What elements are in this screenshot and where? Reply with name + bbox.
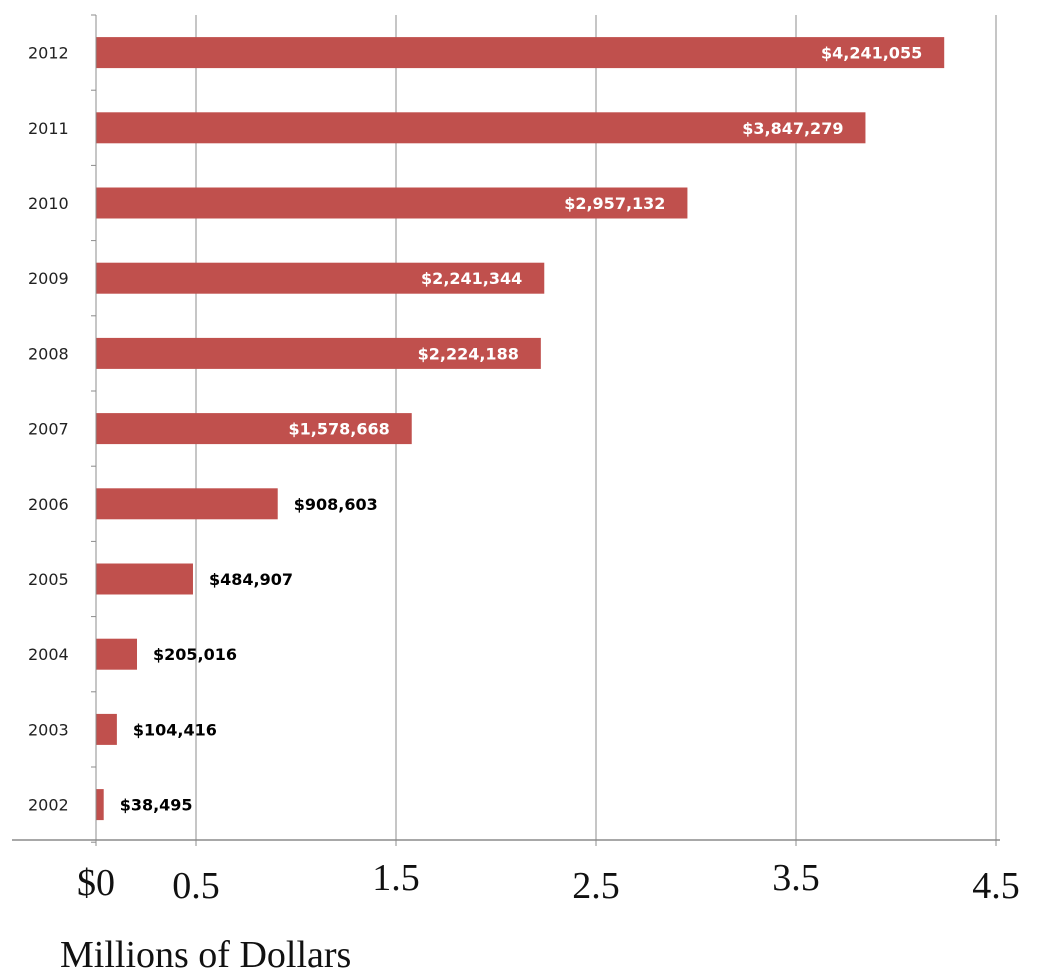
gridlines: [195, 15, 997, 840]
bar-2005: [96, 563, 193, 595]
bar-2007: [96, 413, 412, 445]
data-label-2010: $2,957,132: [564, 194, 665, 213]
category-label-2006: 2006: [28, 495, 69, 514]
data-label-2005: $484,907: [209, 570, 293, 589]
x-tick-label: 0.5: [172, 865, 220, 907]
bar-2011: [96, 112, 866, 144]
data-label-2007: $1,578,668: [289, 420, 390, 439]
x-tick-label: 4.5: [972, 865, 1020, 907]
category-label-2002: 2002: [28, 796, 69, 815]
data-label-2002: $38,495: [120, 796, 193, 815]
x-tick-label: 3.5: [772, 857, 820, 899]
category-label-2012: 2012: [28, 44, 69, 63]
category-label-2008: 2008: [28, 344, 69, 363]
bar-2010: [96, 187, 688, 219]
data-labels: $4,241,055 $3,847,279 $2,957,132 $2,241,344…: [120, 44, 923, 815]
category-label-2011: 2011: [28, 119, 69, 138]
data-label-2012: $4,241,055: [821, 44, 922, 63]
bar-2008: [96, 337, 541, 369]
data-label-2009: $2,241,344: [421, 269, 522, 288]
category-label-2007: 2007: [28, 420, 69, 439]
data-label-2003: $104,416: [133, 720, 217, 739]
bars: [96, 37, 945, 821]
category-label-2004: 2004: [28, 645, 69, 664]
category-label-2003: 2003: [28, 720, 69, 739]
data-label-2011: $3,847,279: [742, 119, 843, 138]
bar-2003: [96, 713, 117, 745]
category-label-2010: 2010: [28, 194, 69, 213]
data-label-2008: $2,224,188: [418, 344, 519, 363]
bar-2002: [96, 789, 104, 821]
category-label-2005: 2005: [28, 570, 69, 589]
bar-2004: [96, 638, 138, 670]
data-label-2006: $908,603: [294, 495, 378, 514]
category-label-2009: 2009: [28, 269, 69, 288]
x-tick-label: 1.5: [372, 857, 420, 899]
x-tick-labels: $0 0.5 1.5 2.5 3.5 4.5: [77, 857, 1020, 907]
x-tick-label: $0: [77, 862, 115, 904]
category-labels: 2012 2011 2010 2009 2008 2007 2006 2005 2004 2003…: [28, 44, 69, 815]
x-axis-title: Millions of Dollars: [60, 934, 351, 976]
x-tick-label: 2.5: [572, 865, 620, 907]
bar-2009: [96, 262, 545, 294]
bar-2012: [96, 37, 945, 69]
bar-2006: [96, 488, 278, 520]
axes: [12, 14, 1000, 846]
data-label-2004: $205,016: [153, 645, 237, 664]
